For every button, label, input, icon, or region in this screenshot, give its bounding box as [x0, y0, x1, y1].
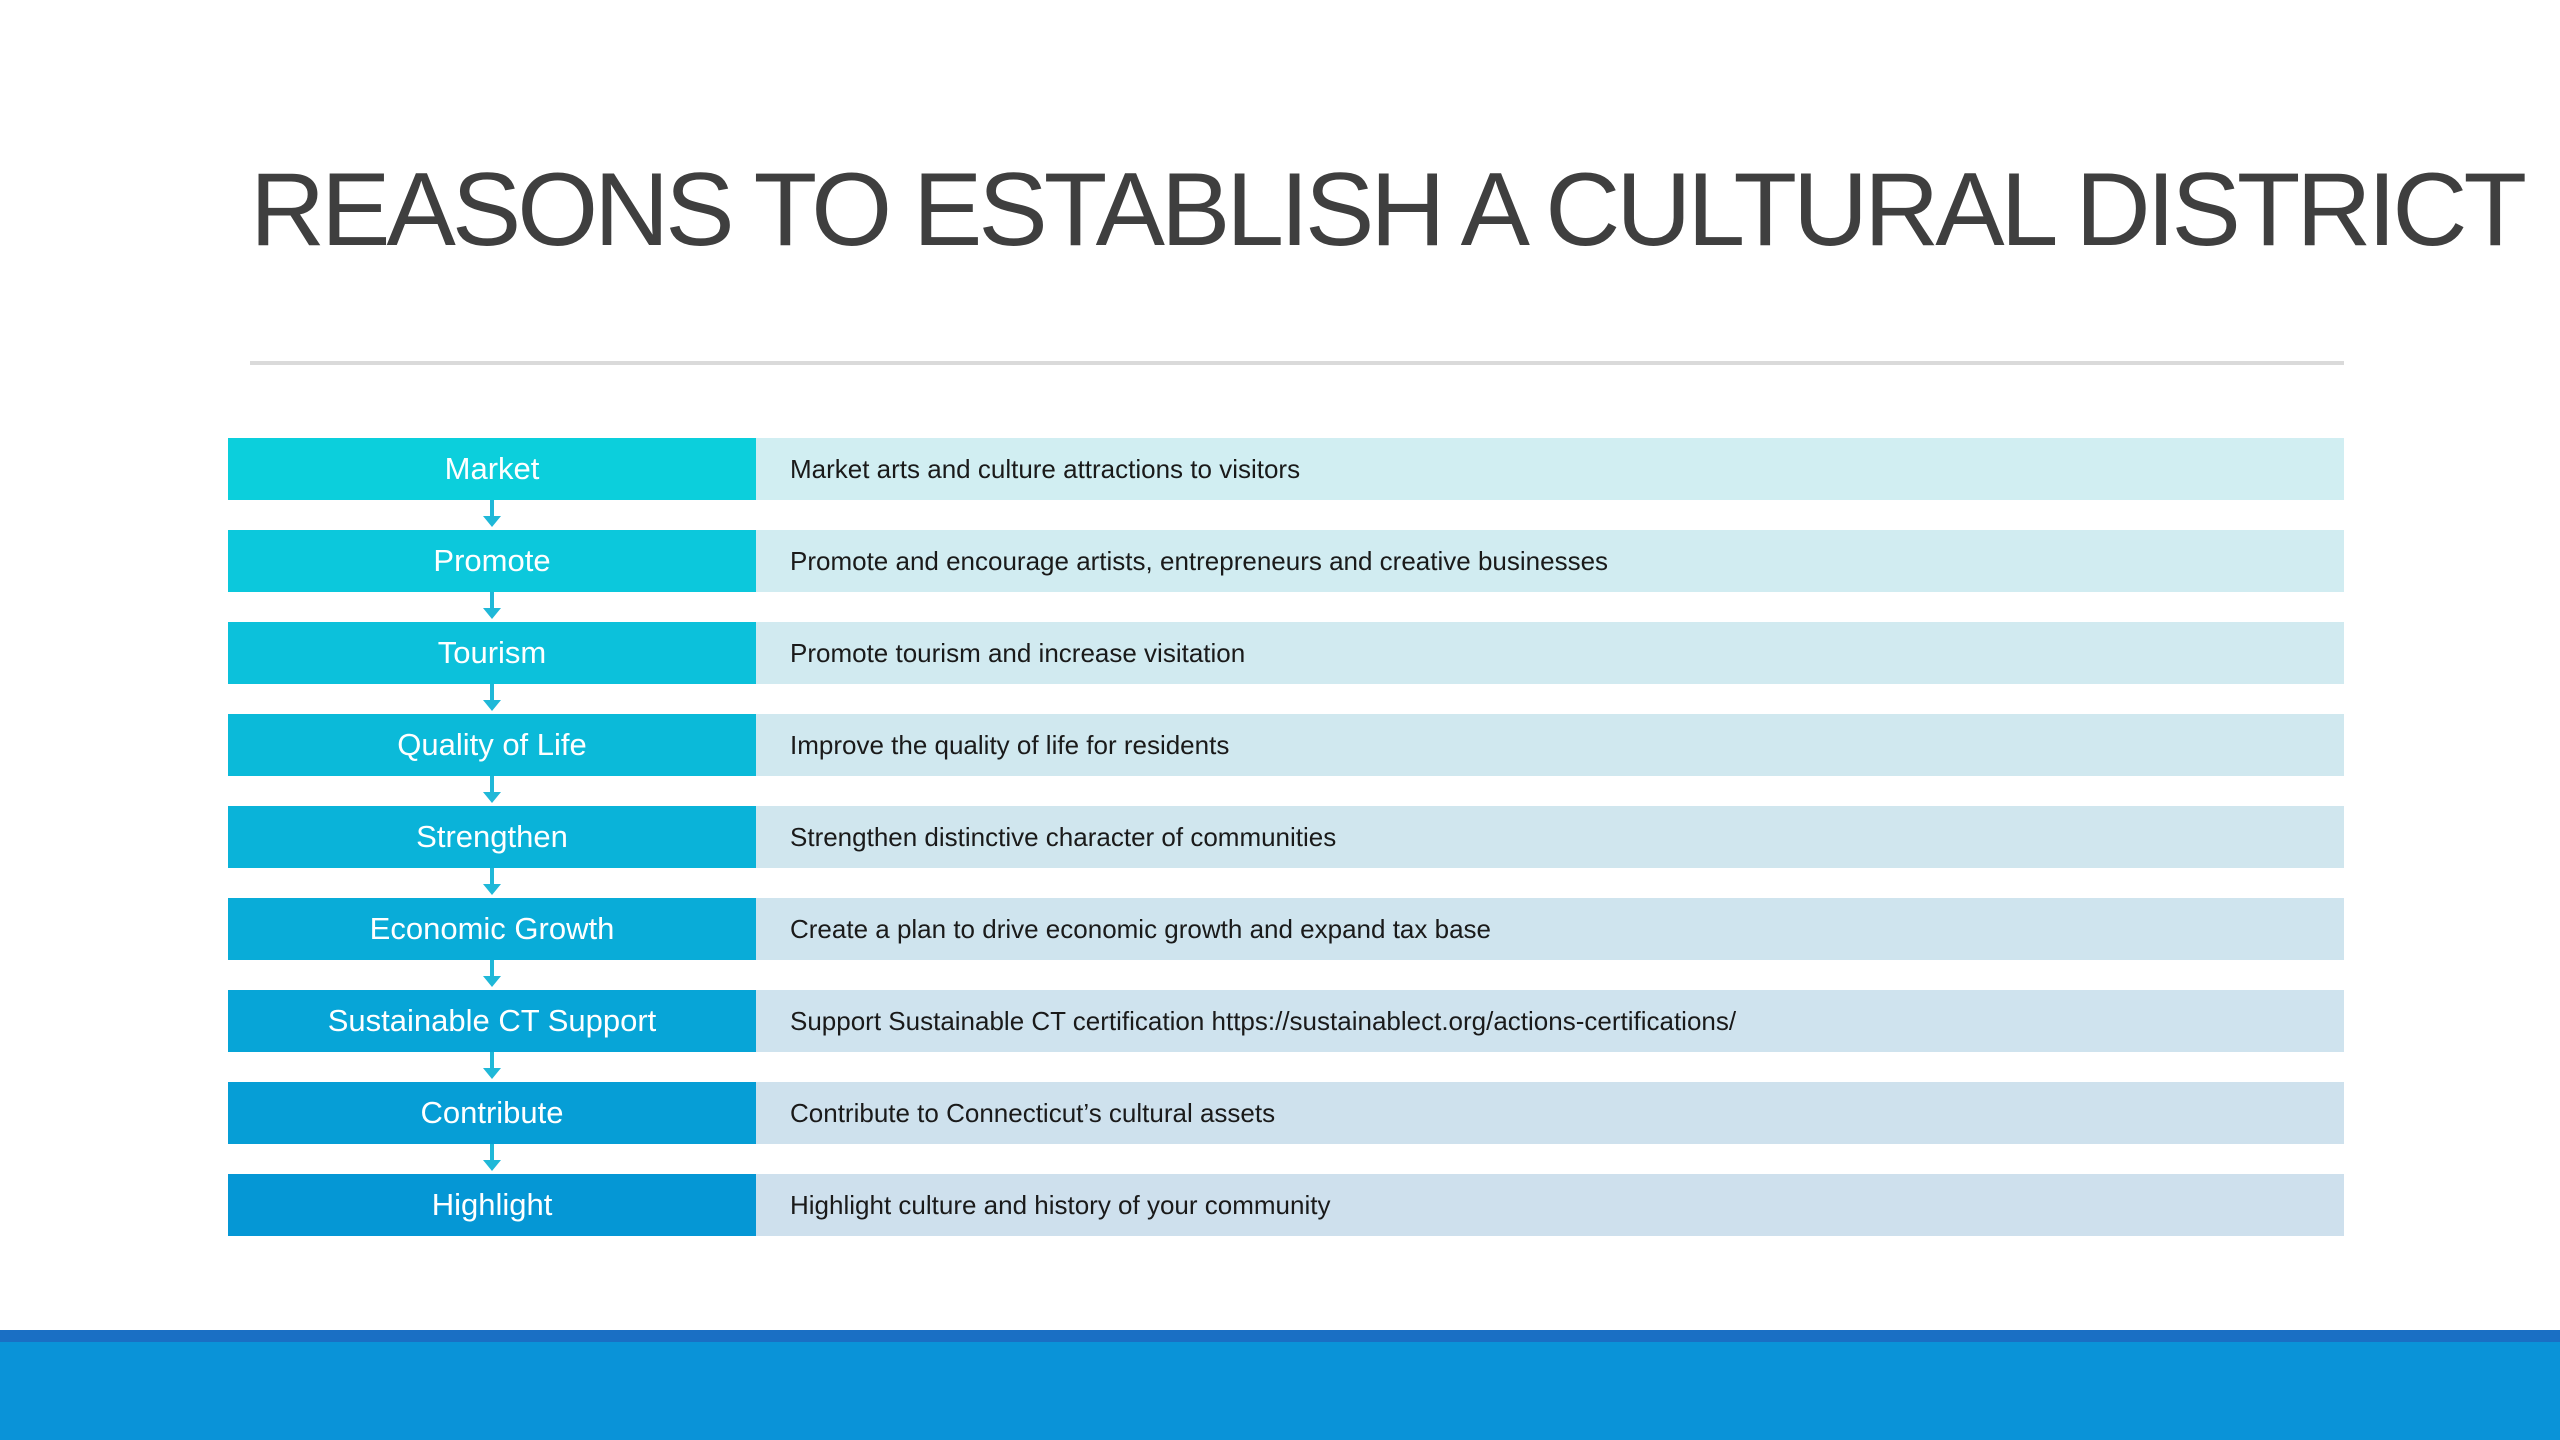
- list-item-sustainable-ct-support: Sustainable CT Support Support Sustainab…: [228, 990, 2344, 1052]
- down-arrow-icon: [482, 500, 502, 530]
- list-item-contribute: Contribute Contribute to Connecticut’s c…: [228, 1082, 2344, 1144]
- item-description: Market arts and culture attractions to v…: [756, 438, 2344, 500]
- item-description: Promote tourism and increase visitation: [756, 622, 2344, 684]
- item-label: Contribute: [228, 1082, 756, 1144]
- footer-band: [0, 1342, 2560, 1440]
- item-label: Tourism: [228, 622, 756, 684]
- title-divider: [250, 361, 2344, 365]
- item-description: Strengthen distinctive character of comm…: [756, 806, 2344, 868]
- footer-accent-stripe: [0, 1330, 2560, 1342]
- item-description: Contribute to Connecticut’s cultural ass…: [756, 1082, 2344, 1144]
- item-label: Promote: [228, 530, 756, 592]
- item-description: Create a plan to drive economic growth a…: [756, 898, 2344, 960]
- down-arrow-icon: [482, 868, 502, 898]
- list-item-tourism: Tourism Promote tourism and increase vis…: [228, 622, 2344, 684]
- item-description: Promote and encourage artists, entrepren…: [756, 530, 2344, 592]
- list-item-promote: Promote Promote and encourage artists, e…: [228, 530, 2344, 592]
- item-label: Strengthen: [228, 806, 756, 868]
- list-item-highlight: Highlight Highlight culture and history …: [228, 1174, 2344, 1236]
- item-label: Quality of Life: [228, 714, 756, 776]
- list-item-strengthen: Strengthen Strengthen distinctive charac…: [228, 806, 2344, 868]
- slide-title: REASONS TO ESTABLISH A CULTURAL DISTRICT: [250, 152, 2527, 268]
- item-description: Improve the quality of life for resident…: [756, 714, 2344, 776]
- reasons-list: Market Market arts and culture attractio…: [228, 438, 2344, 1238]
- item-label: Economic Growth: [228, 898, 756, 960]
- item-description: Support Sustainable CT certification htt…: [756, 990, 2344, 1052]
- down-arrow-icon: [482, 684, 502, 714]
- list-item-market: Market Market arts and culture attractio…: [228, 438, 2344, 500]
- item-label: Sustainable CT Support: [228, 990, 756, 1052]
- item-description: Highlight culture and history of your co…: [756, 1174, 2344, 1236]
- item-label: Market: [228, 438, 756, 500]
- down-arrow-icon: [482, 776, 502, 806]
- list-item-quality-of-life: Quality of Life Improve the quality of l…: [228, 714, 2344, 776]
- down-arrow-icon: [482, 592, 502, 622]
- down-arrow-icon: [482, 960, 502, 990]
- list-item-economic-growth: Economic Growth Create a plan to drive e…: [228, 898, 2344, 960]
- down-arrow-icon: [482, 1052, 502, 1082]
- down-arrow-icon: [482, 1144, 502, 1174]
- item-label: Highlight: [228, 1174, 756, 1236]
